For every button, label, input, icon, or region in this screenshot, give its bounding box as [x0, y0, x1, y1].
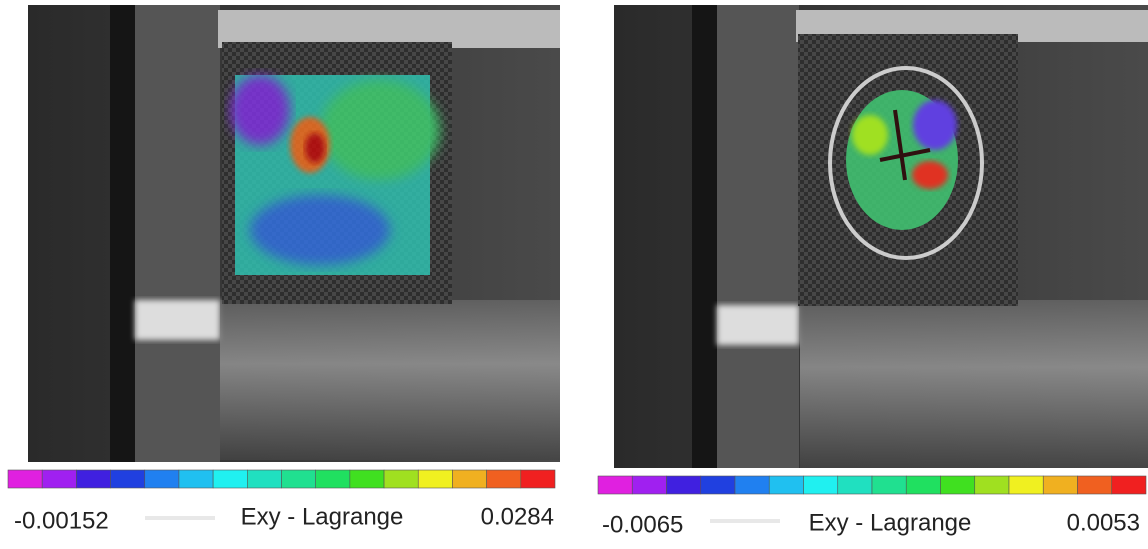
colorbar-segment	[316, 470, 350, 488]
strain-field	[846, 90, 958, 230]
colorbar-segment	[521, 470, 555, 488]
colorbar-segment	[804, 476, 838, 494]
colorbar-segment	[350, 470, 384, 488]
right-photo	[614, 5, 1148, 468]
left-photo	[28, 5, 560, 462]
colorbar-segment	[906, 476, 940, 494]
colorbar-segment	[975, 476, 1009, 494]
colorbar-title: Exy - Lagrange	[241, 503, 404, 530]
page: -0.00152 Exy - Lagrange 0.0284 -0.0065 E…	[0, 0, 1148, 544]
colorbar-segment	[941, 476, 975, 494]
colorbar-segment	[111, 470, 145, 488]
colorbar-segment	[632, 476, 666, 494]
colorbar-segment	[1078, 476, 1112, 494]
colorbar	[8, 470, 555, 488]
colorbar-segment	[1009, 476, 1043, 494]
colorbar-max-label: 0.0284	[481, 503, 554, 530]
strain-field	[230, 75, 440, 275]
colorbar-title: Exy - Lagrange	[809, 509, 972, 536]
colorbar-min-label: -0.00152	[14, 507, 109, 534]
colorbar-segment	[667, 476, 701, 494]
colorbar-segment	[769, 476, 803, 494]
colorbar-segment	[838, 476, 872, 494]
colorbar	[598, 476, 1146, 494]
separator	[710, 519, 780, 523]
separator	[145, 516, 215, 520]
colorbar-max-label: 0.0053	[1067, 509, 1140, 536]
colorbar-segment	[145, 470, 179, 488]
colorbar-segment	[452, 470, 486, 488]
colorbar-segment	[42, 470, 76, 488]
colorbar-segment	[701, 476, 735, 494]
colorbar-segment	[418, 470, 452, 488]
colorbar-segment	[1112, 476, 1146, 494]
colorbar-segment	[1043, 476, 1077, 494]
colorbar-segment	[213, 470, 247, 488]
colorbar-min-label: -0.0065	[602, 511, 683, 538]
figure: -0.00152 Exy - Lagrange 0.0284 -0.0065 E…	[0, 0, 1148, 544]
colorbar-segment	[179, 470, 213, 488]
colorbar-segment	[735, 476, 769, 494]
colorbar-segment	[487, 470, 521, 488]
colorbar-segment	[247, 470, 281, 488]
colorbar-segment	[598, 476, 632, 494]
colorbar-segment	[384, 470, 418, 488]
colorbar-segment	[872, 476, 906, 494]
colorbar-segment	[8, 470, 42, 488]
colorbar-segment	[282, 470, 316, 488]
colorbar-segment	[76, 470, 110, 488]
